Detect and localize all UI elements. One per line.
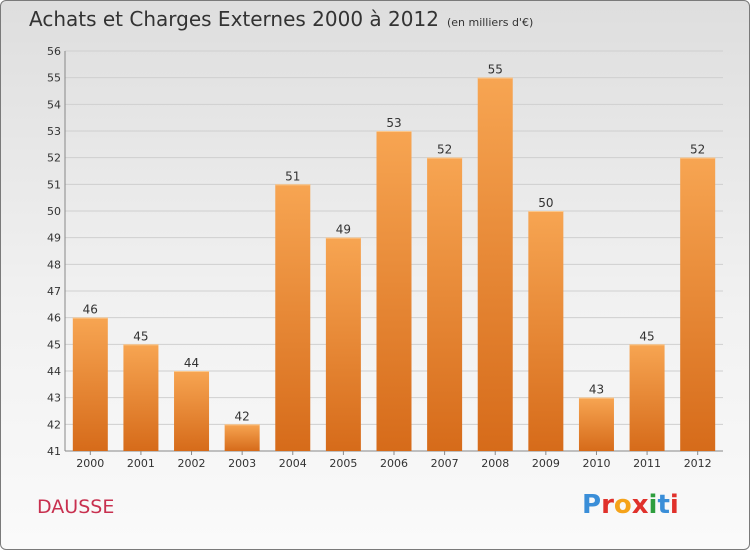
data-labels: 46 45 44 42 51 49 53 52 55 50 43 45 52 — [83, 63, 706, 424]
bar — [578, 397, 614, 451]
y-tick-label: 56 — [47, 45, 61, 58]
data-label: 42 — [235, 409, 250, 423]
y-tick-label: 53 — [47, 125, 61, 138]
logo-letter: x — [631, 490, 649, 520]
data-label: 53 — [386, 116, 401, 130]
y-tick-label: 43 — [47, 392, 61, 405]
data-label: 45 — [133, 329, 148, 343]
data-label: 44 — [184, 356, 199, 370]
y-tick-label: 41 — [47, 445, 61, 458]
data-label: 55 — [488, 63, 503, 77]
x-tick-label: 2012 — [684, 457, 712, 470]
y-tick-label: 45 — [47, 338, 61, 351]
x-tick-label: 2004 — [279, 457, 307, 470]
y-tick-label: 51 — [47, 178, 61, 191]
data-label: 50 — [538, 196, 553, 210]
logo-letter: r — [601, 490, 614, 520]
x-tick-label: 2001 — [127, 457, 155, 470]
data-label: 45 — [639, 329, 654, 343]
logo-letter: i — [648, 490, 658, 520]
data-label: 52 — [437, 143, 452, 157]
y-tick-label: 52 — [47, 152, 61, 165]
chart-unit: (en milliers d'€) — [446, 16, 534, 29]
bars — [72, 77, 716, 452]
bar — [477, 77, 513, 452]
chart-title: Achats et Charges Externes 2000 à 2012 — [29, 7, 439, 31]
bar — [325, 237, 361, 451]
y-tick-label: 54 — [47, 98, 61, 111]
x-tick-label: 2009 — [532, 457, 560, 470]
bar — [629, 344, 665, 451]
x-tick-label: 2010 — [582, 457, 610, 470]
logo-letter: o — [613, 490, 632, 520]
x-tick-label: 2003 — [228, 457, 256, 470]
bar — [275, 184, 311, 452]
x-tick-label: 2000 — [76, 457, 104, 470]
bar — [680, 157, 716, 451]
y-tick-label: 42 — [47, 418, 61, 431]
y-tick-label: 44 — [47, 365, 61, 378]
bar — [224, 424, 260, 451]
bar — [123, 344, 159, 451]
y-tick-label: 47 — [47, 285, 61, 298]
data-label: 49 — [336, 223, 351, 237]
x-tick-label: 2007 — [431, 457, 459, 470]
y-tick-label: 48 — [47, 258, 61, 271]
proxiti-logo: Proxiti — [582, 490, 679, 520]
y-tick-label: 55 — [47, 72, 61, 85]
logo-letter: i — [669, 490, 679, 520]
bar — [174, 371, 210, 451]
axes: 41 42 43 44 45 46 47 48 49 50 51 52 53 54 55 56 2000 2001… — [47, 45, 723, 470]
x-tick-label: 2011 — [633, 457, 661, 470]
data-label: 46 — [83, 303, 98, 317]
y-tick-label: 46 — [47, 312, 61, 325]
bar — [376, 131, 412, 451]
y-tick-label: 50 — [47, 205, 61, 218]
bar — [427, 157, 463, 451]
bar — [528, 211, 564, 451]
data-label: 52 — [690, 143, 705, 157]
data-label: 51 — [285, 169, 300, 183]
x-tick-label: 2002 — [178, 457, 206, 470]
x-tick-label: 2008 — [481, 457, 509, 470]
bar — [72, 317, 108, 451]
logo-letter: P — [582, 490, 602, 520]
logo-letter: t — [657, 490, 670, 520]
city-name: DAUSSE — [37, 496, 115, 518]
y-tick-label: 49 — [47, 232, 61, 245]
data-label: 43 — [589, 383, 604, 397]
chart-title-block: Achats et Charges Externes 2000 à 2012 (e… — [29, 7, 533, 31]
x-tick-label: 2006 — [380, 457, 408, 470]
x-tick-label: 2005 — [329, 457, 357, 470]
